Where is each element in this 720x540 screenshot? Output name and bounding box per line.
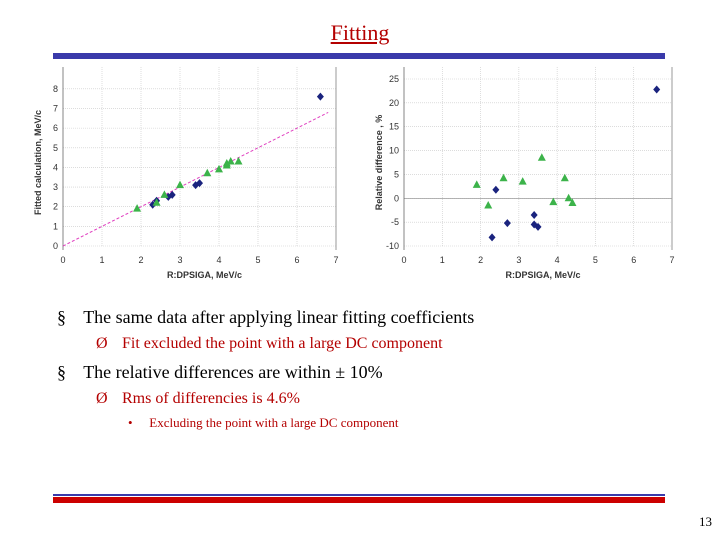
- triangle-point: [226, 157, 235, 165]
- triangle-point: [518, 177, 527, 185]
- diamond-point: [488, 233, 496, 242]
- triangle-point: [560, 173, 569, 182]
- x-tick-label: 3: [177, 255, 182, 265]
- triangle-point: [549, 197, 558, 206]
- diamond-point: [316, 92, 324, 101]
- diamond-point: [492, 185, 500, 194]
- y-tick-label: 6: [53, 123, 58, 133]
- triangle-point: [215, 164, 223, 173]
- y-axis-label: Fitted calculation, MeV/c: [33, 110, 43, 215]
- sub-bullet-marker: Ø: [96, 390, 108, 407]
- fitted-calculation-chart: 0 1 2 3 4 5 6 7 8 0 1 2 3 4 5 6 7 R:DPSIGA, MeV/c Fitted c…: [33, 67, 339, 280]
- x-tick-label: 4: [216, 255, 221, 265]
- x-tick-label: 6: [294, 255, 299, 265]
- x-tick-label: 7: [669, 255, 674, 265]
- y-tick-label: 7: [53, 103, 58, 113]
- diamond-point: [196, 179, 203, 188]
- y-tick-label: 5: [53, 143, 58, 153]
- y-tick-label: 15: [389, 122, 399, 132]
- plot-area: [404, 67, 672, 246]
- x-tick-label: 2: [138, 255, 143, 265]
- triangle-point: [537, 153, 546, 161]
- sub-sub-bullet-1-text: Excluding the point with a large DC comp…: [149, 415, 399, 430]
- triangle-point: [203, 168, 212, 177]
- sub-bullet-1: Ø Fit excluded the point with a large DC…: [96, 335, 443, 353]
- bullet-marker: §: [57, 362, 66, 382]
- bullet-1-text: The same data after applying linear fitt…: [83, 307, 475, 327]
- y-tick-label: -10: [386, 241, 399, 251]
- diamond-point: [534, 222, 542, 231]
- triangle-point: [472, 180, 481, 188]
- sub-sub-bullet-marker: •: [128, 415, 133, 430]
- diamond-point: [530, 210, 538, 219]
- page-number: 13: [699, 514, 712, 529]
- x-tick-label: 5: [255, 255, 260, 265]
- fit-line: [62, 111, 329, 247]
- triangle-point: [499, 173, 508, 182]
- x-axis-label: R:DPSIGA, MeV/c: [505, 270, 580, 280]
- triangle-point: [160, 190, 169, 198]
- triangle-point: [133, 204, 142, 212]
- footer-rule: [53, 494, 665, 503]
- relative-difference-chart: -10 -5 0 5 10 15 20 25 0 1 2 3 4 5 6 7 R:DPSIGA, MeV/c Re…: [374, 67, 675, 280]
- sub-bullet-2: Ø Rms of differencies is 4.6%: [96, 390, 300, 408]
- diamond-point: [653, 85, 661, 94]
- y-tick-label: 1: [53, 221, 58, 231]
- sub-bullet-2-text: Rms of differencies is 4.6%: [122, 390, 300, 407]
- triangle-point: [564, 193, 573, 202]
- charts-area: 0 1 2 3 4 5 6 7 8 0 1 2 3 4 5 6 7 R:DPSIGA, MeV/c Fitted c…: [33, 67, 675, 280]
- triangle-point: [568, 198, 577, 207]
- x-tick-label: 4: [555, 255, 560, 265]
- x-tick-label: 0: [60, 255, 65, 265]
- bullet-2-text: The relative differences are within ± 10…: [83, 362, 383, 382]
- title-rule: [53, 53, 665, 59]
- x-tick-label: 5: [593, 255, 598, 265]
- y-tick-label: 3: [53, 182, 58, 192]
- x-tick-label: 1: [99, 255, 104, 265]
- x-tick-label: 7: [333, 255, 338, 265]
- bullet-1: § The same data after applying linear fi…: [57, 307, 474, 328]
- triangle-point: [484, 200, 493, 209]
- y-tick-label: 2: [53, 202, 58, 212]
- triangle-point: [234, 157, 243, 165]
- x-tick-label: 1: [440, 255, 445, 265]
- triangle-point: [176, 180, 184, 189]
- diamond-point: [503, 219, 511, 228]
- sub-bullet-1-text: Fit excluded the point with a large DC c…: [122, 335, 443, 352]
- y-tick-label: 5: [394, 169, 399, 179]
- triangle-point: [222, 160, 231, 169]
- triangle-point: [152, 198, 161, 206]
- y-axis-label: Relative difference , %: [374, 115, 384, 211]
- y-tick-label: 10: [389, 146, 399, 156]
- bullet-2: § The relative differences are within ± …: [57, 362, 383, 383]
- sub-bullet-marker: Ø: [96, 335, 108, 352]
- bullet-marker: §: [57, 307, 66, 327]
- plot-area: [63, 67, 336, 246]
- y-tick-label: 0: [53, 241, 58, 251]
- x-tick-label: 2: [478, 255, 483, 265]
- sub-sub-bullet-1: • Excluding the point with a large DC co…: [128, 415, 399, 431]
- y-tick-label: 0: [394, 193, 399, 203]
- x-tick-label: 6: [631, 255, 636, 265]
- x-axis-label: R:DPSIGA, MeV/c: [167, 270, 242, 280]
- diamond-point: [168, 190, 176, 199]
- y-tick-label: -5: [391, 217, 399, 227]
- slide-title: Fitting: [330, 20, 390, 45]
- x-tick-label: 3: [516, 255, 521, 265]
- y-tick-label: 25: [389, 74, 399, 84]
- y-tick-label: 8: [53, 84, 58, 94]
- x-tick-label: 0: [401, 255, 406, 265]
- y-tick-label: 20: [389, 98, 399, 108]
- y-tick-label: 4: [53, 162, 58, 172]
